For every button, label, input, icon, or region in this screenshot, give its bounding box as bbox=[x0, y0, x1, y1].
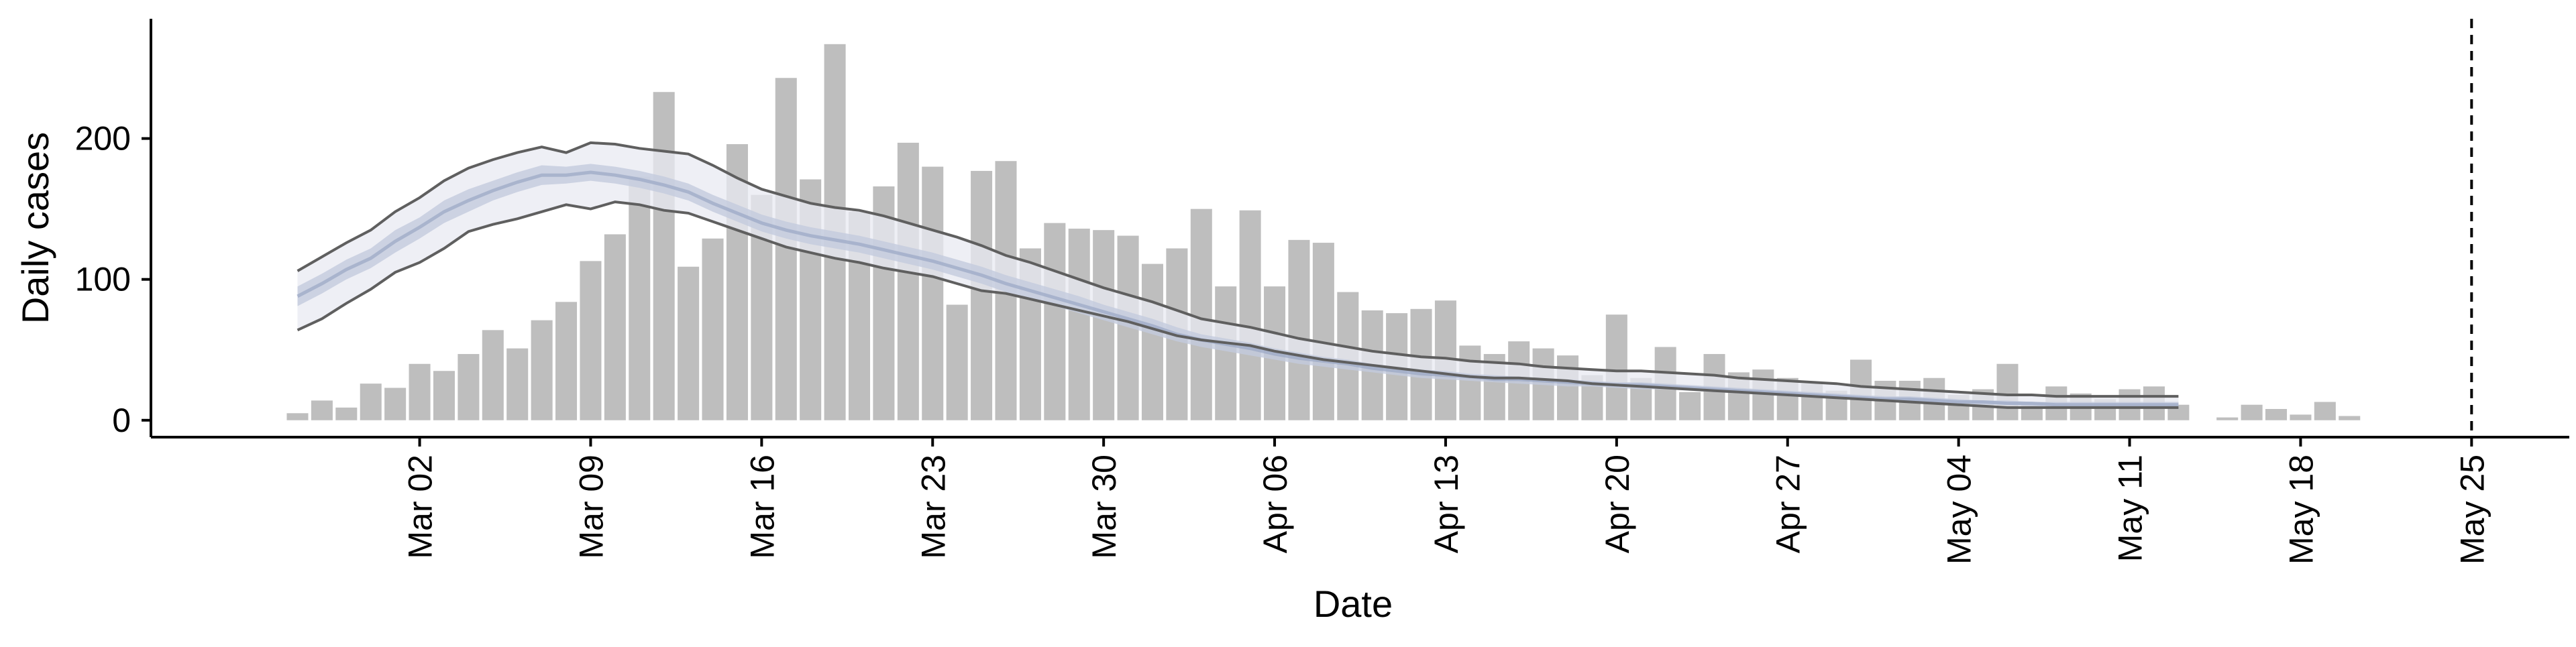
daily-case-bar bbox=[1068, 229, 1090, 420]
x-tick-label: Mar 16 bbox=[743, 455, 781, 559]
daily-case-bar bbox=[531, 320, 553, 420]
y-tick-label: 200 bbox=[75, 120, 131, 158]
x-tick-label: Mar 30 bbox=[1085, 455, 1123, 559]
y-tick-label: 100 bbox=[75, 261, 131, 298]
daily-case-bar bbox=[2290, 414, 2312, 420]
daily-case-bar bbox=[458, 354, 480, 420]
daily-case-bar bbox=[482, 330, 504, 420]
daily-case-bar bbox=[1215, 286, 1237, 420]
daily-case-bar bbox=[629, 176, 651, 420]
daily-case-bar bbox=[384, 388, 407, 420]
daily-case-bar bbox=[653, 92, 675, 420]
daily-case-bar bbox=[1239, 210, 1261, 420]
y-tick-label: 0 bbox=[112, 402, 131, 439]
x-tick-label: Mar 23 bbox=[914, 455, 952, 559]
y-axis-title: Daily cases bbox=[14, 132, 56, 324]
x-tick-label: May 25 bbox=[2453, 455, 2491, 565]
daily-case-bar bbox=[555, 302, 578, 420]
daily-case-bar bbox=[1605, 314, 1627, 420]
daily-case-bar bbox=[1190, 209, 1212, 420]
daily-case-bar bbox=[678, 266, 700, 420]
daily-case-bar bbox=[286, 413, 309, 420]
daily-case-bar bbox=[2241, 404, 2263, 420]
x-tick-label: Apr 06 bbox=[1256, 455, 1294, 553]
daily-case-bar bbox=[1093, 230, 1115, 420]
daily-case-bar bbox=[1459, 345, 1481, 420]
axes-layer: 0 100 200 Mar 02 Mar 09 Mar 16 Mar 23 Mar 30 Ap… bbox=[75, 19, 2569, 565]
daily-case-bar bbox=[1556, 355, 1579, 420]
estimate-band-layer bbox=[297, 141, 2179, 409]
daily-case-bar bbox=[2216, 417, 2239, 420]
daily-case-bar bbox=[922, 166, 944, 420]
daily-case-bar bbox=[580, 261, 602, 420]
lower-bound-line bbox=[297, 200, 2179, 409]
x-tick-label: May 04 bbox=[1941, 455, 1978, 565]
daily-case-bar bbox=[433, 371, 455, 420]
upper-bound-line bbox=[297, 141, 2179, 398]
daily-case-bar bbox=[1679, 392, 1701, 420]
daily-case-bar bbox=[702, 238, 724, 420]
daily-case-bar bbox=[971, 170, 993, 420]
x-tick-label: Mar 09 bbox=[573, 455, 610, 559]
x-tick-label: Mar 02 bbox=[402, 455, 439, 559]
daily-case-bar bbox=[897, 142, 919, 420]
daily-case-bar bbox=[2314, 402, 2336, 420]
daily-case-bar bbox=[2265, 408, 2288, 420]
daily-case-bar bbox=[311, 400, 333, 420]
daily-case-bar bbox=[335, 407, 358, 420]
daily-case-bar bbox=[409, 363, 431, 420]
x-tick-label: Apr 27 bbox=[1770, 455, 1807, 553]
daily-case-bar bbox=[1996, 363, 2019, 420]
x-tick-label: Apr 20 bbox=[1599, 455, 1636, 553]
median-estimate-line bbox=[297, 170, 2179, 407]
daily-case-bar bbox=[2339, 416, 2361, 420]
daily-case-bar bbox=[1044, 223, 1066, 420]
daily-case-bar bbox=[1312, 243, 1334, 420]
daily-case-bar bbox=[604, 234, 626, 420]
y-ticks: 0 100 200 bbox=[75, 120, 151, 439]
x-tick-label: May 11 bbox=[2112, 455, 2149, 562]
x-ticks: Mar 02 Mar 09 Mar 16 Mar 23 Mar 30 Apr 06 Apr … bbox=[402, 437, 2491, 565]
outer-interval-band bbox=[297, 142, 2179, 408]
x-tick-label: Apr 13 bbox=[1428, 455, 1465, 553]
x-tick-label: May 18 bbox=[2282, 455, 2320, 565]
daily-case-bar bbox=[506, 348, 529, 420]
daily-case-bar bbox=[946, 304, 968, 420]
daily-case-bar bbox=[1288, 239, 1310, 420]
daily-case-bar bbox=[360, 384, 382, 420]
x-axis-title: Date bbox=[1313, 583, 1393, 625]
daily-case-bar bbox=[1141, 263, 1164, 420]
